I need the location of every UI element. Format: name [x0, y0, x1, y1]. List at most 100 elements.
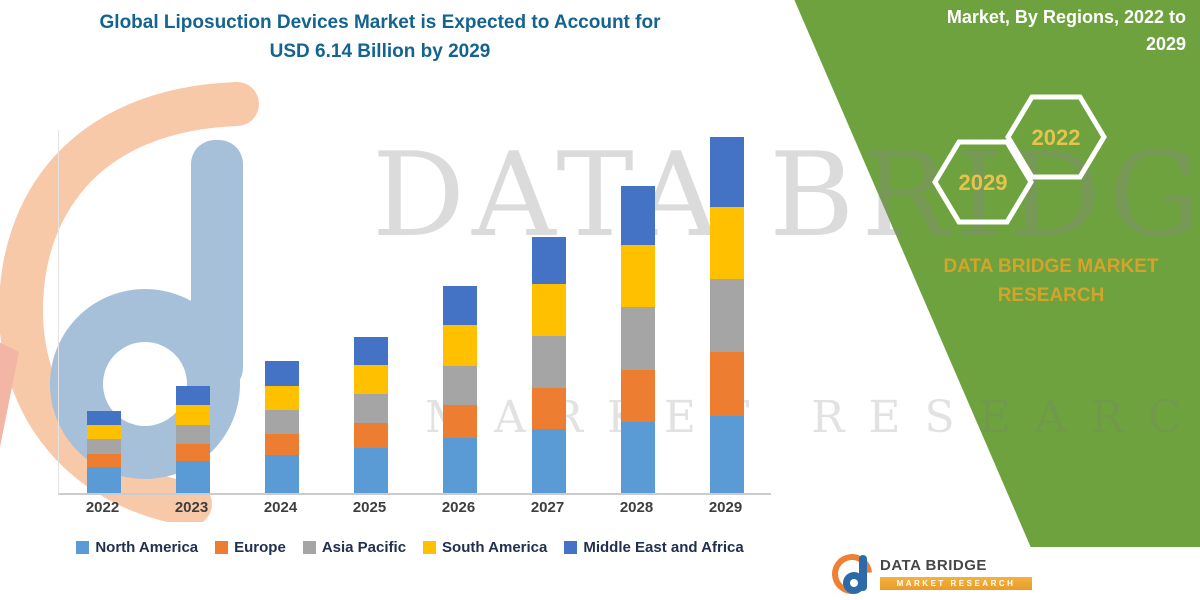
- stacked-bar-2029: [709, 137, 744, 493]
- stacked-bar-2024: [264, 360, 299, 493]
- bar-segment: [442, 437, 477, 493]
- bar-segment: [531, 336, 566, 388]
- legend-swatch-icon: [76, 541, 90, 554]
- legend-swatch-icon: [564, 541, 578, 554]
- hexagon-2022: [1005, 94, 1107, 180]
- bar-segment: [442, 286, 477, 326]
- bar-column-2024: [237, 130, 326, 493]
- bar-segment: [175, 444, 210, 462]
- footer-brand-name: DATA BRIDGE: [880, 557, 987, 574]
- x-axis-label: 2024: [263, 499, 298, 516]
- bar-segment: [620, 422, 655, 493]
- bar-segment: [442, 366, 477, 406]
- bar-column-2025: [326, 130, 415, 493]
- right-panel-heading: Market, By Regions, 2022 to 2029: [786, 4, 1186, 58]
- bar-segment: [86, 424, 121, 440]
- bar-segment: [620, 185, 655, 245]
- stacked-bar-2027: [531, 237, 566, 493]
- bar-segment: [86, 439, 121, 455]
- bar-column-2029: [682, 130, 771, 493]
- bar-segment: [620, 307, 655, 371]
- legend-label: Europe: [234, 539, 286, 556]
- logo-blue-stem: [859, 554, 867, 591]
- bar-segment: [709, 416, 744, 493]
- bar-column-2028: [593, 130, 682, 493]
- x-axis-label: 2023: [174, 499, 209, 516]
- legend-label: North America: [95, 539, 199, 556]
- bar-segment: [264, 385, 299, 411]
- legend-item: Middle East and Africa: [564, 539, 744, 556]
- bar-column-2022: [59, 130, 148, 493]
- legend-item: Europe: [215, 539, 286, 556]
- stacked-bar-2026: [442, 286, 477, 493]
- legend-swatch-icon: [423, 541, 437, 554]
- bar-segment: [175, 424, 210, 445]
- bar-segment: [86, 410, 121, 425]
- right-panel-heading-line1: Market, By Regions, 2022 to: [946, 7, 1186, 27]
- stacked-bar-2025: [353, 337, 388, 493]
- bar-segment: [442, 325, 477, 367]
- bar-segment: [264, 360, 299, 386]
- hexagon-year-2022: 2022: [1032, 125, 1081, 150]
- bar-segment: [353, 423, 388, 448]
- legend-label: South America: [442, 539, 548, 556]
- bar-segment: [709, 279, 744, 352]
- x-axis-label: 2027: [530, 499, 565, 516]
- brand-text-line2: RESEARCH: [997, 285, 1105, 307]
- bar-segment: [620, 370, 655, 423]
- bar-segment: [709, 351, 744, 417]
- x-axis-label: 2026: [441, 499, 476, 516]
- chart-title-line1: Global Liposuction Devices Market is Exp…: [99, 12, 661, 33]
- bar-column-2027: [504, 130, 593, 493]
- footer-logo-text: DATA BRIDGE MARKET RESEARCH: [880, 557, 1032, 590]
- bar-segment: [175, 405, 210, 425]
- hexagon-2029: [932, 139, 1034, 225]
- stacked-bar-2023: [175, 385, 210, 493]
- bar-segment: [531, 429, 566, 493]
- bar-segment: [175, 385, 210, 406]
- bar-segment: [442, 405, 477, 438]
- brand-text-line1: DATA BRIDGE MARKET: [943, 256, 1159, 277]
- stacked-bar-2028: [620, 185, 655, 493]
- hexagon-year-2029: 2029: [959, 170, 1008, 195]
- bar-segment: [264, 410, 299, 435]
- x-axis-label: 2028: [619, 499, 654, 516]
- legend-item: North America: [76, 539, 198, 556]
- right-panel-heading-line2: 2029: [1145, 34, 1186, 54]
- stacked-bar-2022: [86, 410, 121, 493]
- bar-segment: [709, 206, 744, 280]
- x-axis-labels: 2022 2023 2024 2025 2026 2027 2028 2029: [58, 499, 770, 516]
- x-axis-label: 2029: [708, 499, 743, 516]
- bar-chart-plot-area: [58, 130, 771, 495]
- bar-segment: [353, 337, 388, 366]
- legend-label: Middle East and Africa: [583, 539, 744, 556]
- brand-text-gold: DATA BRIDGE MARKET RESEARCH: [922, 252, 1180, 311]
- chart-legend: North America Europe Asia Pacific South Ame…: [40, 539, 780, 556]
- year-hexagons: 2029 2022: [932, 94, 1107, 225]
- legend-item: Asia Pacific: [302, 539, 407, 556]
- bar-column-2023: [148, 130, 237, 493]
- footer-logo-strip: DATA BRIDGE MARKET RESEARCH: [818, 545, 1200, 600]
- bar-column-2026: [415, 130, 504, 493]
- bar-segment: [620, 244, 655, 308]
- logo-blue-bowl: [843, 571, 865, 594]
- data-bridge-logo-icon: [823, 545, 881, 600]
- footer-brand-sub: MARKET RESEARCH: [880, 577, 1032, 590]
- bar-segment: [86, 466, 121, 493]
- legend-swatch-icon: [302, 541, 316, 554]
- legend-swatch-icon: [215, 541, 229, 554]
- chart-title-line2: USD 6.14 Billion by 2029: [269, 41, 491, 63]
- bar-segment: [264, 434, 299, 456]
- bar-segment: [531, 237, 566, 285]
- legend-label: Asia Pacific: [321, 539, 407, 556]
- bar-segment: [709, 137, 744, 207]
- bar-segment: [264, 455, 299, 493]
- bar-segment: [531, 284, 566, 337]
- bar-segment: [353, 365, 388, 395]
- legend-item: South America: [423, 539, 547, 556]
- bar-segment: [353, 394, 388, 424]
- bar-segment: [86, 454, 121, 467]
- bar-segment: [531, 387, 566, 430]
- x-axis-label: 2022: [85, 499, 120, 516]
